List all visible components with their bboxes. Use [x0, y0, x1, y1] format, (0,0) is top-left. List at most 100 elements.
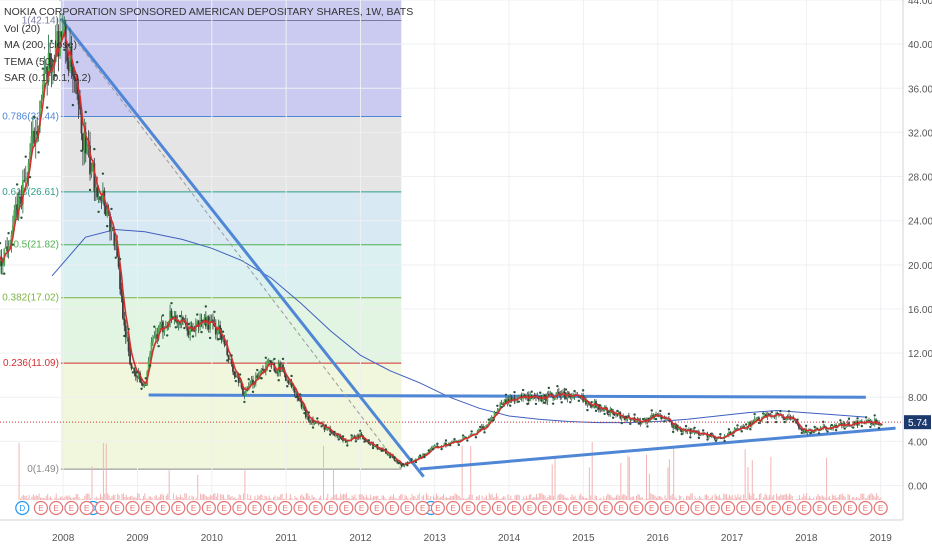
- volume-bar: [622, 495, 623, 500]
- volume-bar: [394, 498, 395, 500]
- sar-dot: [719, 433, 721, 435]
- volume-bar: [383, 495, 384, 500]
- volume-bar: [695, 496, 696, 500]
- volume-bar: [400, 495, 401, 500]
- candle-body: [43, 70, 45, 84]
- sar-dot: [170, 302, 172, 304]
- sar-dot: [140, 388, 142, 390]
- volume-bar: [830, 499, 831, 500]
- sar-dot: [835, 429, 837, 431]
- volume-bar: [802, 497, 803, 500]
- volume-bar: [163, 495, 164, 500]
- sar-dot: [762, 412, 764, 414]
- price-axis-label: 44.00: [908, 0, 932, 7]
- sar-dot: [775, 421, 777, 423]
- sar-dot: [89, 189, 91, 191]
- volume-bar: [184, 493, 185, 500]
- sar-dot: [595, 410, 597, 412]
- earnings-marker-label: E: [252, 504, 257, 513]
- sar-dot: [488, 418, 490, 420]
- volume-bar: [680, 496, 681, 500]
- time-axis-label: 2018: [795, 533, 818, 544]
- volume-bar: [633, 496, 634, 500]
- volume-bar: [645, 499, 646, 500]
- volume-bar: [67, 496, 68, 500]
- volume-bar: [835, 495, 836, 500]
- volume-bar: [502, 498, 503, 500]
- candle-body: [129, 351, 131, 364]
- sar-dot: [732, 434, 734, 436]
- volume-bar: [505, 497, 506, 500]
- volume-bar: [367, 497, 368, 500]
- sar-dot: [736, 424, 738, 426]
- volume-bar: [766, 495, 767, 500]
- volume-bar: [650, 493, 651, 500]
- volume-bar: [43, 498, 44, 500]
- sar-dot: [779, 410, 781, 412]
- volume-bar: [476, 497, 477, 500]
- volume-bar: [639, 495, 640, 500]
- volume-bar: [259, 496, 260, 500]
- earnings-marker-label: E: [374, 504, 379, 513]
- sar-dot: [46, 106, 48, 108]
- sar-dot: [573, 390, 575, 392]
- volume-bar: [545, 495, 546, 500]
- volume-bar: [516, 495, 517, 500]
- volume-bar: [190, 499, 191, 500]
- volume-bar: [696, 499, 697, 500]
- time-axis-label: 2013: [424, 533, 447, 544]
- volume-bar: [746, 499, 747, 500]
- volume-bar: [739, 497, 740, 500]
- volume-bar: [393, 494, 394, 500]
- volume-bar: [870, 493, 871, 500]
- volume-bar: [813, 497, 814, 500]
- volume-bar: [705, 495, 706, 500]
- volume-bar: [479, 495, 480, 500]
- volume-bar: [222, 495, 223, 500]
- volume-bar: [403, 499, 404, 500]
- volume-bar: [349, 498, 350, 500]
- volume-bar: [206, 496, 207, 500]
- volume-bar: [136, 498, 137, 500]
- volume-bar: [486, 495, 487, 500]
- sar-dot: [509, 404, 511, 406]
- volume-bar: [204, 494, 205, 500]
- volume-bar: [796, 499, 797, 500]
- volume-bar: [137, 493, 138, 500]
- sar-dot: [29, 176, 31, 178]
- sar-dot: [406, 464, 408, 466]
- volume-bar: [96, 497, 97, 500]
- fib-band-2: [61, 192, 401, 245]
- volume-bar: [41, 498, 42, 500]
- volume-bar: [97, 498, 98, 500]
- volume-bar: [719, 495, 720, 500]
- volume-bar: [627, 455, 628, 500]
- sar-dot: [818, 432, 820, 434]
- sar-dot: [85, 111, 87, 113]
- volume-bar: [732, 495, 733, 500]
- volume-bar: [512, 499, 513, 500]
- sar-dot: [483, 431, 485, 433]
- sar-dot: [445, 439, 447, 441]
- sar-dot: [166, 334, 168, 336]
- volume-bar: [803, 494, 804, 500]
- volume-bar: [670, 496, 671, 500]
- volume-bar: [81, 498, 82, 500]
- sar-dot: [273, 358, 275, 360]
- volume-bar: [553, 496, 554, 500]
- volume-bar: [676, 499, 677, 500]
- sar-dot: [723, 440, 725, 442]
- volume-bar: [493, 498, 494, 500]
- volume-bar: [497, 496, 498, 500]
- volume-bar: [396, 499, 397, 500]
- sar-dot: [500, 406, 502, 408]
- volume-bar: [565, 497, 566, 500]
- sar-dot: [299, 393, 301, 395]
- volume-bar: [189, 496, 190, 500]
- volume-bar: [606, 496, 607, 500]
- price-axis-label: 16.00: [908, 305, 932, 316]
- volume-bar: [27, 498, 28, 500]
- volume-bar: [397, 499, 398, 500]
